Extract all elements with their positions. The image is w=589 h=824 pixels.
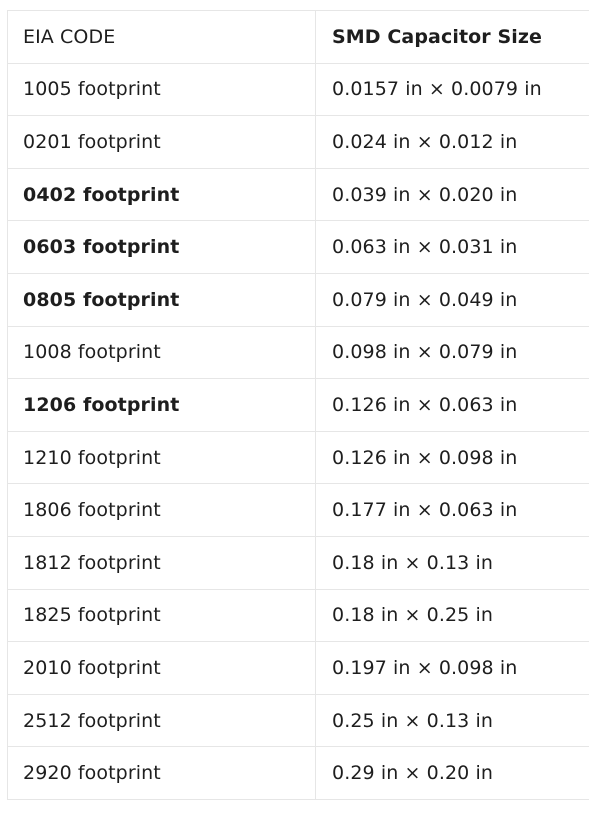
table-row: 0201 footprint 0.024 in × 0.012 in: [7, 115, 589, 169]
capacitor-size-cell: 0.039 in × 0.020 in: [315, 167, 589, 222]
table-row: 2512 footprint 0.25 in × 0.13 in: [7, 693, 589, 748]
eia-code-cell: 2920 footprint: [7, 746, 316, 800]
capacitor-size-cell: 0.024 in × 0.012 in: [315, 115, 589, 169]
table-row: 1812 footprint 0.18 in × 0.13 in: [7, 535, 589, 590]
table-row: 1008 footprint 0.098 in × 0.079 in: [7, 325, 589, 380]
table-row: 0805 footprint 0.079 in × 0.049 in: [7, 272, 589, 327]
table-row: 0402 footprint 0.039 in × 0.020 in: [7, 167, 589, 222]
capacitor-size-table: EIA CODE SMD Capacitor Size 1005 footpri…: [7, 10, 589, 800]
capacitor-size-cell: 0.29 in × 0.20 in: [315, 746, 589, 800]
eia-code-cell: 1825 footprint: [7, 588, 316, 643]
eia-code-cell: 1210 footprint: [7, 430, 316, 485]
eia-code-cell: 1806 footprint: [7, 483, 316, 537]
eia-code-cell: 0603 footprint: [7, 220, 316, 274]
capacitor-size-cell: 0.063 in × 0.031 in: [315, 220, 589, 274]
capacitor-size-cell: 0.18 in × 0.13 in: [315, 535, 589, 590]
eia-code-cell: 0805 footprint: [7, 272, 316, 327]
capacitor-size-table-container: EIA CODE SMD Capacitor Size 1005 footpri…: [7, 10, 589, 800]
eia-code-cell: 2010 footprint: [7, 641, 316, 695]
header-smd-capacitor-size: SMD Capacitor Size: [315, 10, 589, 64]
table-row: 0603 footprint 0.063 in × 0.031 in: [7, 220, 589, 274]
capacitor-size-cell: 0.18 in × 0.25 in: [315, 588, 589, 643]
header-eia-code: EIA CODE: [7, 10, 316, 64]
capacitor-size-cell: 0.126 in × 0.098 in: [315, 430, 589, 485]
eia-code-cell: 1005 footprint: [7, 62, 316, 117]
capacitor-size-cell: 0.177 in × 0.063 in: [315, 483, 589, 537]
eia-code-cell: 0201 footprint: [7, 115, 316, 169]
capacitor-size-cell: 0.25 in × 0.13 in: [315, 693, 589, 748]
capacitor-size-cell: 0.098 in × 0.079 in: [315, 325, 589, 380]
capacitor-size-cell: 0.126 in × 0.063 in: [315, 378, 589, 432]
eia-code-cell: 1812 footprint: [7, 535, 316, 590]
table-body: 1005 footprint 0.0157 in × 0.0079 in 0201 …: [7, 62, 589, 800]
table-header-row: EIA CODE SMD Capacitor Size: [7, 10, 589, 64]
eia-code-cell: 1008 footprint: [7, 325, 316, 380]
eia-code-cell: 2512 footprint: [7, 693, 316, 748]
table-row: 1005 footprint 0.0157 in × 0.0079 in: [7, 62, 589, 117]
eia-code-cell: 0402 footprint: [7, 167, 316, 222]
table-row: 2010 footprint 0.197 in × 0.098 in: [7, 641, 589, 695]
table-row: 1210 footprint 0.126 in × 0.098 in: [7, 430, 589, 485]
table-row: 2920 footprint 0.29 in × 0.20 in: [7, 746, 589, 800]
capacitor-size-cell: 0.0157 in × 0.0079 in: [315, 62, 589, 117]
table-row: 1206 footprint 0.126 in × 0.063 in: [7, 378, 589, 432]
eia-code-cell: 1206 footprint: [7, 378, 316, 432]
capacitor-size-cell: 0.197 in × 0.098 in: [315, 641, 589, 695]
table-row: 1806 footprint 0.177 in × 0.063 in: [7, 483, 589, 537]
capacitor-size-cell: 0.079 in × 0.049 in: [315, 272, 589, 327]
table-row: 1825 footprint 0.18 in × 0.25 in: [7, 588, 589, 643]
